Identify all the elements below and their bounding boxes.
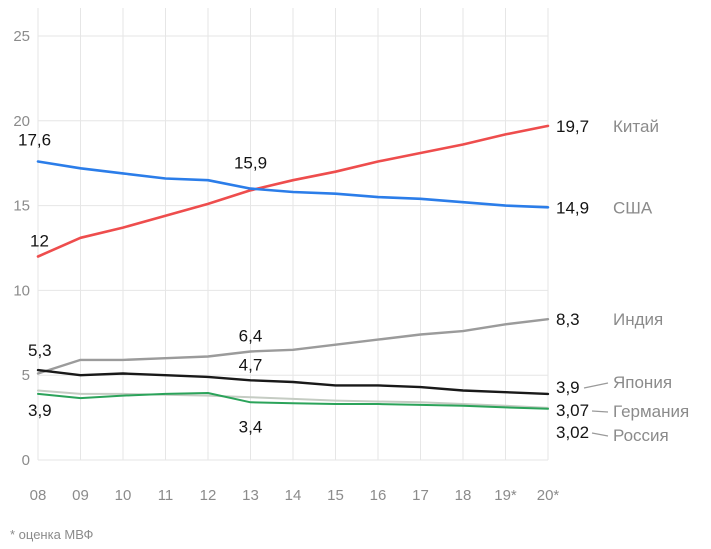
y-axis-tick-label: 10 xyxy=(13,282,30,299)
x-axis-tick-label: 19* xyxy=(494,487,517,504)
point-label-china: 12 xyxy=(30,232,49,251)
series-name-label-china: Китай xyxy=(613,117,659,136)
x-axis-tick-label: 18 xyxy=(455,487,472,504)
series-name-label-japan: Япония xyxy=(613,373,672,392)
x-axis-tick-label: 16 xyxy=(370,487,387,504)
end-value-label-india: 8,3 xyxy=(556,310,580,329)
label-connector-japan xyxy=(583,382,609,389)
series-name-label-usa: США xyxy=(613,198,653,217)
point-label-japan: 5,3 xyxy=(28,341,52,360)
gdp-share-line-chart: 0 5 10 15 20 25 08 09 10 11 12 13 14 15 16 17 18 19* 20* 17… xyxy=(13,8,689,504)
y-axis-tick-label: 5 xyxy=(22,367,30,384)
x-axis-tick-label: 14 xyxy=(285,487,302,504)
point-label-russia: 3,4 xyxy=(239,417,263,436)
y-axis-tick-label: 15 xyxy=(13,198,30,215)
end-value-label-russia: 3,02 xyxy=(556,423,589,442)
x-axis-tick-label: 20* xyxy=(537,487,560,504)
x-axis-tick-label: 10 xyxy=(115,487,132,504)
series-line-germany xyxy=(37,389,549,409)
x-axis-tick-label: 13 xyxy=(242,487,259,504)
x-axis-tick-label: 17 xyxy=(412,487,429,504)
series-line-usa xyxy=(36,160,550,209)
series-line-china xyxy=(36,124,550,258)
point-label-russia: 3,9 xyxy=(28,401,52,420)
y-axis-tick-label: 0 xyxy=(22,452,30,469)
point-label-china: 15,9 xyxy=(234,153,267,172)
x-axis-tick-label: 08 xyxy=(30,487,47,504)
series-line-russia xyxy=(37,392,549,410)
x-axis-tick-label: 11 xyxy=(158,487,174,504)
x-axis-tick-label: 09 xyxy=(72,487,89,504)
series-name-label-germany: Германия xyxy=(613,402,689,421)
x-axis-tick-label: 15 xyxy=(327,487,344,504)
y-axis-tick-label: 25 xyxy=(13,28,30,45)
x-axis-tick-label: 12 xyxy=(200,487,217,504)
label-connector-russia xyxy=(591,432,609,437)
series-line-india xyxy=(36,318,550,375)
end-value-label-germany: 3,07 xyxy=(556,401,589,420)
series-name-label-russia: Россия xyxy=(613,426,669,445)
end-value-label-japan: 3,9 xyxy=(556,378,580,397)
y-axis-tick-label: 20 xyxy=(13,113,30,130)
point-label-india: 6,4 xyxy=(239,327,263,346)
label-connector-germany xyxy=(591,410,609,413)
point-label-usa: 17,6 xyxy=(18,131,51,150)
series-name-label-india: Индия xyxy=(613,310,663,329)
point-label-japan: 4,7 xyxy=(239,355,263,374)
chart-footnote: * оценка МВФ xyxy=(10,527,94,542)
end-value-label-china: 19,7 xyxy=(556,117,589,136)
series-line-japan xyxy=(36,368,550,396)
end-value-label-usa: 14,9 xyxy=(556,198,589,217)
